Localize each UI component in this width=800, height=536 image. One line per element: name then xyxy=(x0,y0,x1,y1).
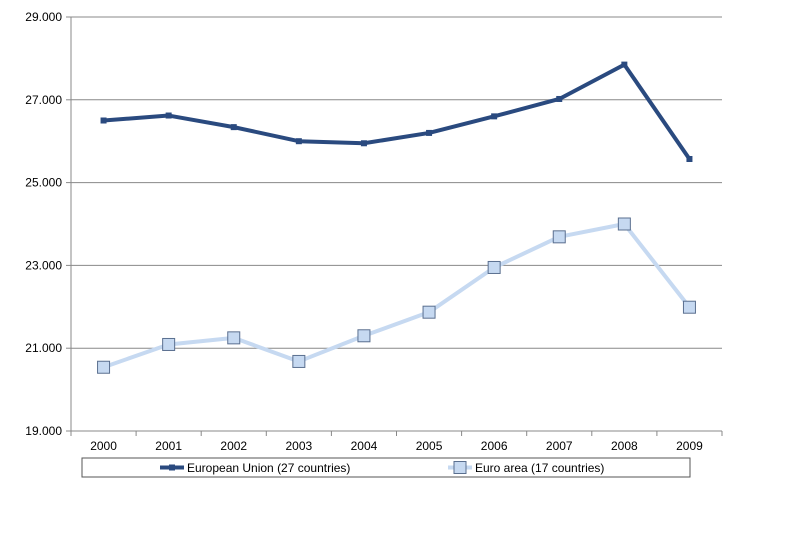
y-tick-label: 25.000 xyxy=(25,176,62,190)
x-tick-label: 2005 xyxy=(416,439,443,453)
data-point xyxy=(162,337,176,351)
data-point xyxy=(422,305,436,319)
y-tick-label: 27.000 xyxy=(25,93,62,107)
data-point xyxy=(165,112,172,119)
data-point xyxy=(552,230,566,244)
y-tick-label: 19.000 xyxy=(25,424,62,438)
data-point xyxy=(295,138,302,145)
axes: 19.000 21.000 23.000 25.000 27.000 29.000 2000… xyxy=(25,10,723,453)
x-tick-label: 2009 xyxy=(676,439,703,453)
legend-label: European Union (27 countries) xyxy=(187,461,350,475)
series xyxy=(97,61,696,374)
data-point xyxy=(357,329,371,343)
data-point xyxy=(230,124,237,131)
legend-label: Euro area (17 countries) xyxy=(475,461,604,475)
data-point xyxy=(97,360,111,374)
data-point xyxy=(487,260,501,274)
x-tick-label: 2006 xyxy=(481,439,508,453)
y-tick-label: 23.000 xyxy=(25,258,62,272)
y-tick-label: 29.000 xyxy=(25,10,62,24)
y-tick-label: 21.000 xyxy=(25,341,62,355)
data-point xyxy=(100,117,107,124)
gridlines xyxy=(71,16,722,349)
data-point xyxy=(621,61,628,68)
data-point xyxy=(360,140,367,147)
x-tick-label: 2008 xyxy=(611,439,638,453)
legend-swatch-marker xyxy=(169,464,175,471)
x-tick-label: 2001 xyxy=(155,439,182,453)
x-tick-label: 2003 xyxy=(285,439,312,453)
series-line-euro-area xyxy=(101,222,692,370)
x-tick-label: 2000 xyxy=(90,439,117,453)
data-point xyxy=(426,129,433,136)
x-tick-label: 2004 xyxy=(351,439,378,453)
data-point xyxy=(682,300,696,314)
data-point xyxy=(292,354,306,368)
series-line-european-union xyxy=(101,62,692,162)
data-point xyxy=(617,217,631,231)
data-point xyxy=(491,113,498,120)
legend-swatch-marker xyxy=(453,461,467,474)
x-tick-label: 2007 xyxy=(546,439,573,453)
legend-box xyxy=(81,457,691,478)
data-point xyxy=(227,331,241,345)
x-tick-label: 2002 xyxy=(220,439,247,453)
data-point xyxy=(556,95,563,102)
legend: European Union (27 countries) Euro area (… xyxy=(81,457,691,478)
data-point xyxy=(686,156,693,163)
